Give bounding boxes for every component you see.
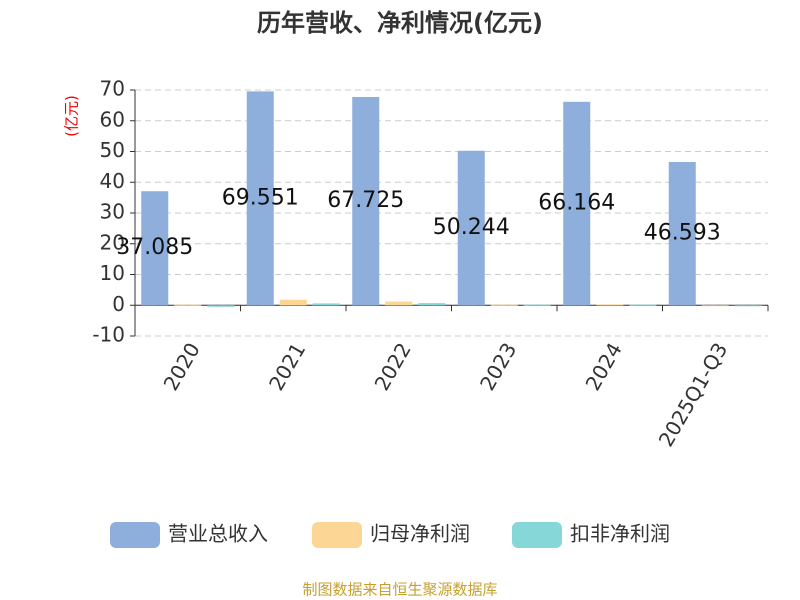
y-axis-label: (亿元) [63,95,81,137]
x-tick-label: 2020 [159,339,205,395]
bar [279,299,307,306]
data-label: 67.725 [327,188,404,213]
data-label: 37.085 [116,235,193,260]
bar [174,304,202,306]
y-tick-label: 30 [100,200,125,224]
legend-swatch [312,522,362,548]
y-tick-label: 50 [100,138,125,162]
bar [207,305,235,307]
bar [629,304,657,306]
y-tick-label: -10 [92,323,125,347]
bar [563,101,591,306]
legend-swatch [110,522,160,548]
bar [668,161,696,306]
x-tick-label: 2025Q1-Q3 [654,339,733,451]
bar [523,304,551,306]
y-tick-label: 70 [100,77,125,101]
legend-label: 扣非净利润 [570,522,670,546]
y-tick-label: 60 [100,107,125,131]
data-label: 69.551 [222,185,299,210]
bar [418,303,446,306]
y-tick-label: 10 [100,261,125,285]
chart-title: 历年营收、净利情况(亿元) [257,9,543,37]
bar [701,305,729,307]
y-tick-label: 0 [112,292,125,316]
y-tick-label: 40 [100,169,125,193]
bar [596,304,624,306]
legend-label: 归母净利润 [370,522,470,546]
data-label: 50.244 [433,215,510,240]
bar [457,150,485,306]
bar [734,305,762,307]
bar [352,96,380,306]
legend-swatch [512,522,562,548]
x-tick-label: 2022 [370,339,416,395]
bar [312,303,340,306]
data-label: 66.164 [538,191,615,216]
bar [246,91,274,306]
data-label: 46.593 [644,221,721,246]
x-tick-label: 2023 [475,339,521,395]
bar [141,191,169,306]
legend-label: 营业总收入 [168,522,268,546]
x-tick-label: 2024 [581,339,627,395]
y-tick-label: 20 [100,230,125,254]
source-note: 制图数据来自恒生聚源数据库 [302,581,497,599]
bar [385,301,413,306]
bar [490,304,518,306]
x-tick-label: 2021 [264,339,310,395]
